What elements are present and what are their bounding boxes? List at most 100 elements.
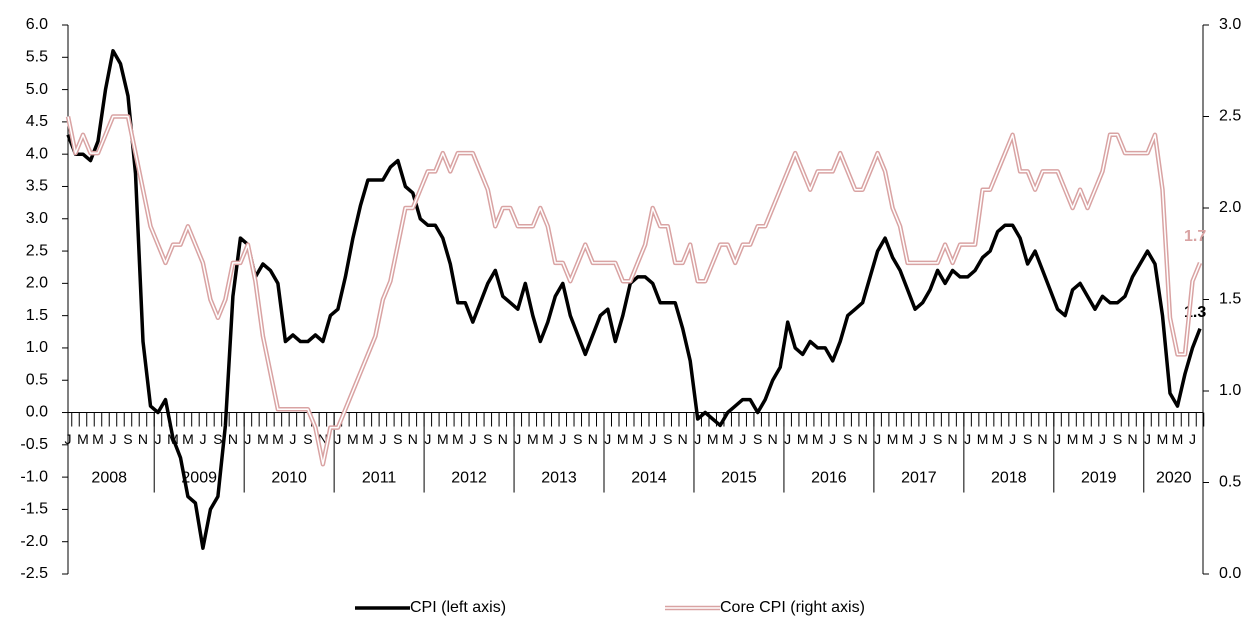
- x-tick-label: M: [617, 431, 629, 447]
- line: [66, 49, 1202, 550]
- x-tick-label: M: [707, 431, 719, 447]
- year-label: 2019: [1081, 470, 1117, 487]
- x-tick-label: S: [1023, 431, 1032, 447]
- end-label: 1.7: [1184, 228, 1206, 245]
- x-tick-label: N: [948, 431, 958, 447]
- x-tick-label: J: [694, 431, 701, 447]
- x-tick-label: J: [514, 431, 521, 447]
- y-tick-label: -1.5: [20, 501, 48, 518]
- year-label: 2008: [91, 470, 127, 487]
- x-tick-label: N: [408, 431, 418, 447]
- x-tick-label: S: [573, 431, 582, 447]
- x-tick-label: M: [797, 431, 809, 447]
- x-tick-label: J: [1144, 431, 1151, 447]
- y2-tick-label: 1.5: [1219, 291, 1241, 308]
- x-tick-label: M: [992, 431, 1004, 447]
- y2-tick-label: 2.0: [1219, 199, 1241, 216]
- x-tick-label: M: [1082, 431, 1094, 447]
- x-tick-label: J: [199, 431, 206, 447]
- year-label: 2020: [1156, 470, 1192, 487]
- x-tick-label: J: [1099, 431, 1106, 447]
- line: [67, 115, 1201, 465]
- year-label: 2016: [811, 470, 847, 487]
- x-tick-label: M: [182, 431, 194, 447]
- x-tick-label: J: [784, 431, 791, 447]
- y2-tick-label: 0.5: [1219, 474, 1241, 491]
- x-tick-label: S: [663, 431, 672, 447]
- x-tick-label: N: [1038, 431, 1048, 447]
- year-label: 2010: [271, 470, 307, 487]
- x-tick-label: J: [154, 431, 161, 447]
- year-label: 2018: [991, 470, 1027, 487]
- x-tick-label: J: [1054, 431, 1061, 447]
- x-tick-label: M: [632, 431, 644, 447]
- year-label: 2017: [901, 470, 937, 487]
- x-tick-label: M: [527, 431, 539, 447]
- x-tick-label: N: [768, 431, 778, 447]
- y-tick-label: 5.5: [26, 49, 48, 66]
- x-tick-label: J: [739, 431, 746, 447]
- x-tick-label: J: [379, 431, 386, 447]
- y-tick-label: 1.0: [26, 339, 48, 356]
- x-tick-label: M: [977, 431, 989, 447]
- y-tick-label: -2.0: [20, 533, 48, 550]
- x-tick-label: N: [1127, 431, 1137, 447]
- x-tick-label: M: [1172, 431, 1184, 447]
- x-tick-label: J: [1009, 431, 1016, 447]
- y-tick-label: 6.0: [26, 16, 48, 33]
- x-tick-label: J: [334, 431, 341, 447]
- legend-label: Core CPI (right axis): [720, 599, 865, 616]
- x-tick-label: J: [244, 431, 251, 447]
- y-tick-label: -2.5: [20, 565, 48, 582]
- x-tick-label: J: [109, 431, 116, 447]
- x-tick-label: N: [228, 431, 238, 447]
- legend-label: CPI (left axis): [410, 599, 506, 616]
- x-tick-label: J: [874, 431, 881, 447]
- year-label: 2009: [181, 470, 217, 487]
- x-tick-label: J: [289, 431, 296, 447]
- x-tick-label: N: [138, 431, 148, 447]
- year-label: 2015: [721, 470, 757, 487]
- x-tick-label: M: [257, 431, 269, 447]
- x-tick-label: J: [424, 431, 431, 447]
- y-tick-label: 0.0: [26, 404, 48, 421]
- x-tick-label: J: [469, 431, 476, 447]
- x-tick-label: M: [812, 431, 824, 447]
- y-tick-label: -1.0: [20, 468, 48, 485]
- year-label: 2012: [451, 470, 487, 487]
- x-tick-label: N: [858, 431, 868, 447]
- x-tick-label: J: [559, 431, 566, 447]
- x-tick-label: S: [933, 431, 942, 447]
- x-tick-label: J: [604, 431, 611, 447]
- y2-tick-label: 3.0: [1219, 16, 1241, 33]
- x-tick-label: J: [829, 431, 836, 447]
- x-tick-label: M: [272, 431, 284, 447]
- x-tick-label: M: [452, 431, 464, 447]
- x-tick-label: M: [542, 431, 554, 447]
- y-tick-label: 5.0: [26, 81, 48, 98]
- x-tick-label: M: [1067, 431, 1079, 447]
- y2-tick-label: 1.0: [1219, 382, 1241, 399]
- x-tick-label: M: [1157, 431, 1169, 447]
- x-tick-label: S: [123, 431, 132, 447]
- x-tick-label: J: [919, 431, 926, 447]
- y-tick-label: 1.5: [26, 307, 48, 324]
- x-tick-label: M: [347, 431, 359, 447]
- y2-tick-label: 2.5: [1219, 108, 1241, 125]
- x-tick-label: N: [678, 431, 688, 447]
- x-tick-label: N: [588, 431, 598, 447]
- x-tick-label: M: [362, 431, 374, 447]
- y-tick-label: 3.0: [26, 210, 48, 227]
- x-tick-label: M: [722, 431, 734, 447]
- y-tick-label: 3.5: [26, 178, 48, 195]
- x-tick-label: J: [649, 431, 656, 447]
- x-tick-label: S: [393, 431, 402, 447]
- x-tick-label: J: [65, 431, 72, 447]
- x-tick-label: M: [77, 431, 89, 447]
- x-tick-label: S: [753, 431, 762, 447]
- year-label: 2014: [631, 470, 667, 487]
- x-tick-label: S: [303, 431, 312, 447]
- x-tick-label: M: [92, 431, 104, 447]
- y-tick-label: 2.5: [26, 242, 48, 259]
